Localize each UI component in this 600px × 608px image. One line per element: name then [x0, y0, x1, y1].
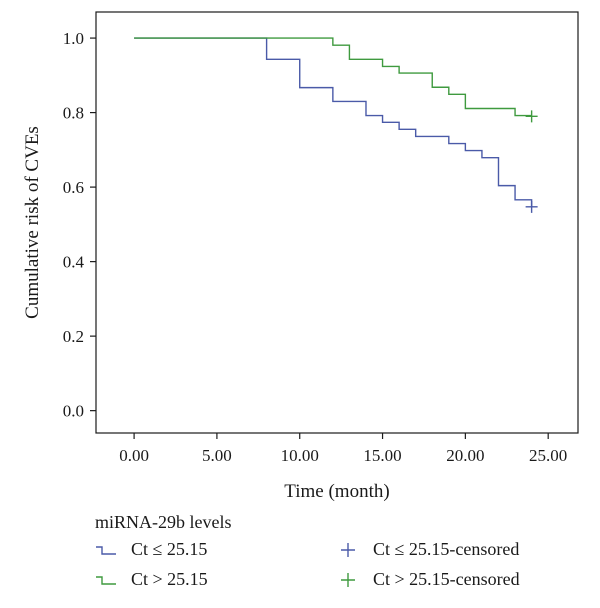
x-axis: 0.00 5.00 10.00 15.00 20.00 25.00	[119, 433, 567, 465]
x-axis-title: Time (month)	[284, 481, 389, 502]
x-tick-label: 0.00	[119, 446, 149, 465]
x-tick-label: 25.00	[529, 446, 567, 465]
legend-item-ct-gt: Ct > 25.15	[95, 569, 208, 590]
legend: miRNA-29b levels Ct ≤ 25.15 Ct > 25.15 C…	[95, 512, 575, 602]
legend-title: miRNA-29b levels	[95, 512, 232, 532]
legend-label-ct-le: Ct ≤ 25.15	[131, 539, 208, 559]
plot-frame	[95, 11, 579, 434]
censor-mark-1	[525, 110, 538, 123]
y-axis-title: Cumulative risk of CVEs	[22, 126, 43, 319]
series-line-1	[134, 37, 532, 117]
y-tick-label: 0.6	[63, 178, 84, 197]
legend-swatch-line-ct-gt	[96, 575, 116, 585]
x-tick-label: 10.00	[281, 446, 319, 465]
legend-item-ct-gt-censored: Ct > 25.15-censored	[337, 569, 520, 590]
y-tick-label: 0.2	[63, 327, 84, 346]
y-tick-label: 0.4	[63, 253, 85, 272]
x-tick-label: 15.00	[363, 446, 401, 465]
legend-item-ct-le: Ct ≤ 25.15	[95, 539, 207, 560]
legend-swatch-line-ct-le	[96, 545, 116, 555]
x-tick-label: 5.00	[202, 446, 232, 465]
km-chart: 0.0 0.2 0.4 0.6 0.8 1.0 0.00 5.00 10.00 15.00 20.…	[22, 11, 579, 502]
legend-label-ct-gt-censored: Ct > 25.15-censored	[373, 569, 520, 589]
legend-item-ct-le-censored: Ct ≤ 25.15-censored	[337, 539, 519, 560]
legend-label-ct-gt: Ct > 25.15	[131, 569, 208, 589]
legend-swatch-censor-ct-le	[341, 542, 355, 557]
series-line-0	[134, 37, 533, 207]
x-tick-label: 20.00	[446, 446, 484, 465]
censor-mark-0	[525, 200, 538, 213]
series-layer	[134, 37, 538, 213]
legend-label-ct-le-censored: Ct ≤ 25.15-censored	[373, 539, 520, 559]
y-tick-label: 1.0	[63, 29, 84, 48]
y-axis: 0.0 0.2 0.4 0.6 0.8 1.0	[63, 29, 96, 421]
legend-swatch-censor-ct-gt	[341, 572, 355, 587]
y-tick-label: 0.0	[63, 402, 84, 421]
y-tick-label: 0.8	[63, 104, 84, 123]
